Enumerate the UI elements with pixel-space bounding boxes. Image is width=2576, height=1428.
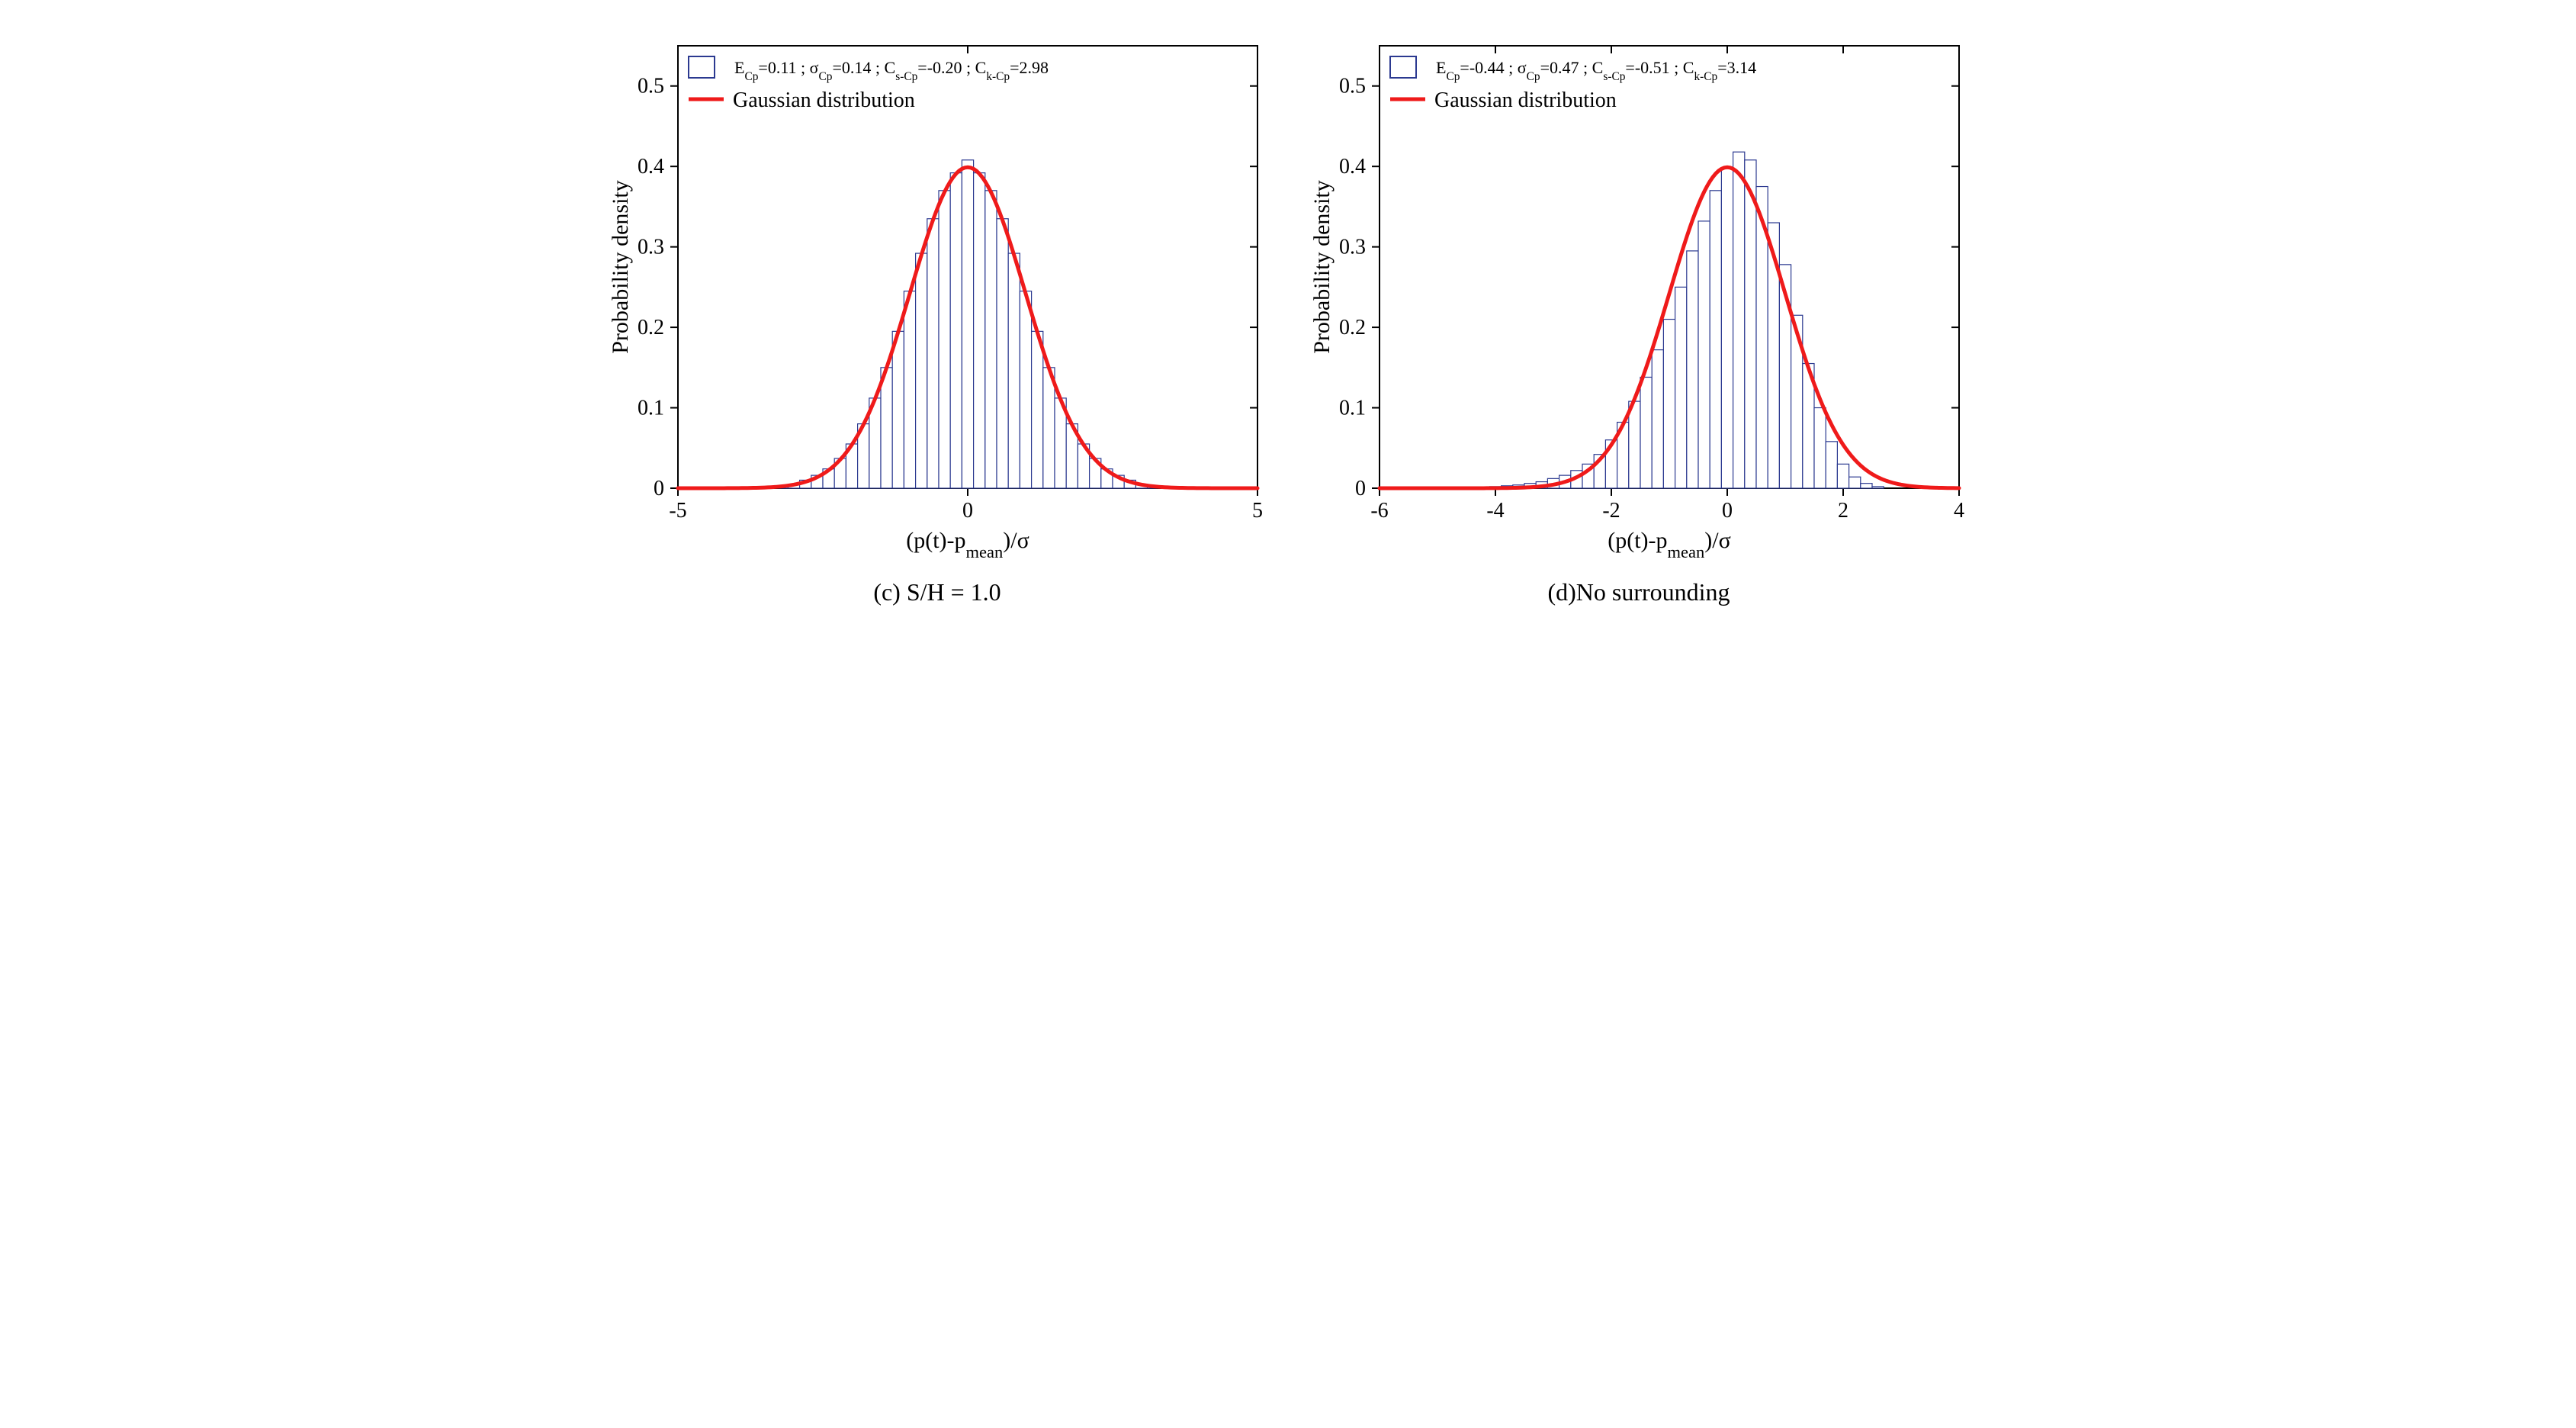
svg-text:0.3: 0.3: [638, 236, 664, 259]
svg-text:-2: -2: [1602, 499, 1620, 523]
svg-text:4: 4: [1954, 499, 1964, 523]
svg-text:-6: -6: [1370, 499, 1388, 523]
caption-left: (c) S/H = 1.0: [873, 578, 1001, 606]
svg-text:0.2: 0.2: [1339, 316, 1366, 339]
svg-text:0: 0: [1722, 499, 1733, 523]
svg-text:Probability density: Probability density: [608, 180, 633, 354]
svg-text:0.1: 0.1: [1339, 397, 1366, 420]
svg-text:Gaussian distribution: Gaussian distribution: [733, 88, 915, 112]
svg-text:Gaussian distribution: Gaussian distribution: [1434, 88, 1617, 112]
svg-text:5: 5: [1252, 499, 1263, 523]
svg-text:0: 0: [962, 499, 973, 523]
svg-text:-4: -4: [1486, 499, 1504, 523]
svg-text:0.4: 0.4: [1339, 155, 1366, 178]
svg-text:0.2: 0.2: [638, 316, 664, 339]
svg-text:0.5: 0.5: [638, 75, 664, 98]
svg-text:0.3: 0.3: [1339, 236, 1366, 259]
svg-text:0: 0: [654, 477, 664, 500]
svg-text:(p(t)-pmean)/σ: (p(t)-pmean)/σ: [1608, 528, 1731, 561]
caption-right: (d)No surrounding: [1547, 578, 1730, 606]
chart-left: 00.10.20.30.40.5-505ECp=0.11 ; σCp=0.14 …: [602, 31, 1273, 564]
svg-text:ECp=-0.44 ; σCp=0.47 ; Cs-Cp=-: ECp=-0.44 ; σCp=0.47 ; Cs-Cp=-0.51 ; Ck-…: [1436, 58, 1756, 83]
panel-right: 0 0.1 0.2 0.3 0.4 0.5 -6 -4 -2 0 2 4 ECp=-0.44 ; σCp…: [1303, 31, 1974, 606]
svg-text:0: 0: [1355, 477, 1366, 500]
panel-left: 00.10.20.30.40.5-505ECp=0.11 ; σCp=0.14 …: [602, 31, 1273, 606]
svg-text:2: 2: [1838, 499, 1848, 523]
svg-text:0.5: 0.5: [1339, 75, 1366, 98]
svg-text:Probability density: Probability density: [1309, 180, 1335, 354]
svg-text:0.1: 0.1: [638, 397, 664, 420]
svg-text:-5: -5: [669, 499, 686, 523]
svg-text:(p(t)-pmean)/σ: (p(t)-pmean)/σ: [906, 528, 1029, 561]
svg-text:0.4: 0.4: [638, 155, 664, 178]
chart-right: 0 0.1 0.2 0.3 0.4 0.5 -6 -4 -2 0 2 4 ECp=-0.44 ; σCp…: [1303, 31, 1974, 564]
svg-text:ECp=0.11 ; σCp=0.14 ; Cs-Cp=-0: ECp=0.11 ; σCp=0.14 ; Cs-Cp=-0.20 ; Ck-C…: [734, 58, 1049, 83]
figure-wrap: 00.10.20.30.40.5-505ECp=0.11 ; σCp=0.14 …: [0, 0, 2576, 637]
